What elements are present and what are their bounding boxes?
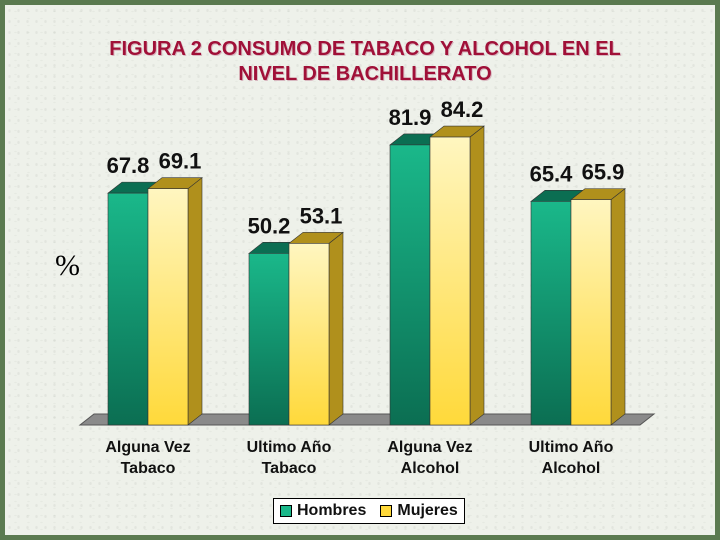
y-axis-label: %: [55, 249, 80, 282]
data-label-mujeres-2: 84.2: [441, 97, 484, 122]
legend-item-hombres: Hombres: [280, 502, 366, 520]
data-label-hombres-0: 67.8: [107, 153, 150, 178]
bar-side-mujeres-0: [187, 177, 203, 426]
category-label-3-line-1: Alcohol: [542, 460, 601, 477]
bar-mujeres-2: [429, 136, 471, 426]
bar-side-mujeres-2: [469, 125, 485, 426]
chart-title: FIGURA 2 CONSUMO DE TABACO Y ALCOHOL EN …: [25, 37, 705, 87]
chart-title-line-2: NIVEL DE BACHILLERATO: [238, 63, 492, 85]
category-label-2-line-0: Alguna Vez: [387, 439, 472, 456]
data-label-hombres-3: 65.4: [530, 161, 574, 186]
legend-item-mujeres: Mujeres: [380, 502, 458, 520]
bar-hombres-0: [107, 192, 149, 426]
bar-mujeres-3: [570, 199, 612, 426]
legend: Hombres Mujeres: [273, 498, 465, 524]
category-label-0-line-1: Tabaco: [121, 460, 176, 477]
legend-swatch-hombres: [280, 505, 292, 517]
legend-swatch-mujeres: [380, 505, 393, 517]
legend-label-mujeres: Mujeres: [397, 502, 458, 519]
bar-mujeres-0: [147, 188, 189, 426]
bar-hombres-1: [248, 253, 290, 426]
data-label-mujeres-1: 53.1: [300, 203, 343, 228]
bar-side-mujeres-3: [610, 188, 626, 426]
category-label-2-line-1: Alcohol: [401, 460, 460, 477]
category-label-0-line-0: Alguna Vez: [105, 439, 190, 456]
bar-mujeres-1: [288, 243, 330, 426]
data-label-mujeres-3: 65.9: [582, 160, 625, 185]
data-label-hombres-1: 50.2: [248, 213, 291, 238]
bar-side-mujeres-1: [328, 231, 344, 426]
bar-hombres-2: [389, 144, 431, 426]
legend-label-hombres: Hombres: [297, 502, 367, 519]
data-label-hombres-2: 81.9: [389, 105, 432, 130]
data-label-mujeres-0: 69.1: [159, 149, 202, 174]
chart-title-line-1: FIGURA 2 CONSUMO DE TABACO Y ALCOHOL EN …: [109, 38, 621, 60]
category-label-3-line-0: Ultimo Año: [529, 439, 614, 456]
category-label-1-line-0: Ultimo Año: [247, 439, 332, 456]
category-label-1-line-1: Tabaco: [262, 460, 317, 477]
bar-hombres-3: [530, 201, 572, 426]
